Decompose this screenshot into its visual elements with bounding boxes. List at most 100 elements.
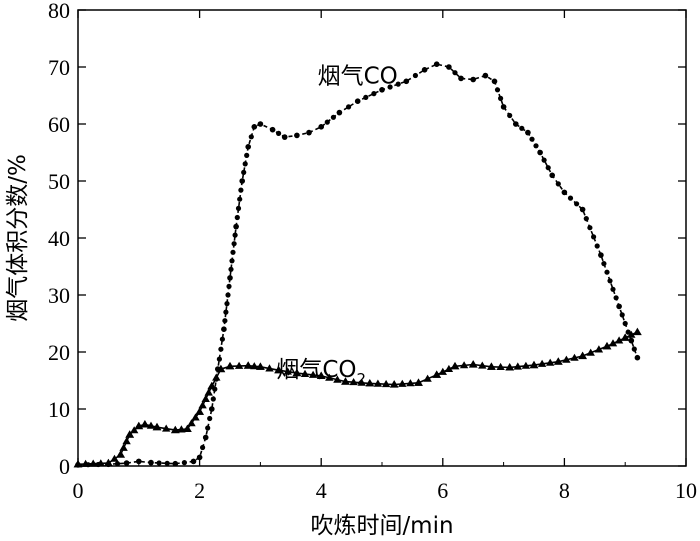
x-axis-title: 吹炼时间/min bbox=[310, 513, 453, 539]
co-marker bbox=[533, 143, 539, 149]
co2-marker bbox=[191, 413, 200, 421]
data-point bbox=[196, 454, 203, 461]
data-point bbox=[354, 98, 361, 104]
co-marker bbox=[181, 460, 187, 466]
co2-marker bbox=[594, 345, 604, 353]
co-marker bbox=[234, 214, 240, 221]
labels-layer: 0 2 4 6 8 10 0 10 20 30 40 50 60 70 80 吹炼时间/min 烟气体积分数/%… bbox=[5, 0, 697, 539]
data-point bbox=[195, 407, 204, 415]
co2-marker bbox=[333, 375, 342, 383]
co-marker bbox=[229, 258, 235, 264]
co-marker bbox=[625, 329, 631, 335]
data-point bbox=[616, 303, 622, 310]
x-tick-label: 2 bbox=[194, 478, 205, 503]
co2-marker bbox=[349, 378, 358, 386]
co-marker bbox=[607, 278, 613, 284]
co-marker bbox=[363, 94, 369, 100]
axes bbox=[77, 9, 687, 467]
data-point bbox=[239, 178, 245, 184]
data-point bbox=[433, 61, 440, 67]
co2-marker bbox=[398, 379, 407, 387]
data-point bbox=[172, 460, 179, 467]
data-point bbox=[216, 364, 226, 373]
data-point bbox=[341, 377, 350, 385]
co-marker bbox=[222, 318, 228, 324]
co-marker bbox=[619, 312, 625, 318]
co-marker bbox=[631, 346, 637, 352]
co-marker bbox=[276, 130, 282, 136]
data-point bbox=[470, 76, 477, 83]
data-point bbox=[209, 406, 215, 412]
data-point bbox=[207, 381, 217, 390]
co2-marker bbox=[438, 367, 447, 375]
co2-marker bbox=[81, 459, 90, 467]
data-point bbox=[403, 78, 410, 85]
co-marker bbox=[601, 261, 607, 267]
data-point bbox=[537, 149, 543, 156]
data-point bbox=[292, 368, 302, 377]
data-point bbox=[274, 365, 283, 374]
data-point bbox=[487, 362, 496, 370]
series-layer bbox=[73, 61, 642, 468]
co-marker bbox=[225, 292, 231, 298]
co2-marker bbox=[89, 459, 98, 467]
y-axis-title: 烟气体积分数/% bbox=[5, 154, 31, 322]
data-point bbox=[233, 223, 239, 230]
data-point bbox=[123, 460, 130, 466]
data-point bbox=[578, 351, 587, 360]
y-tick-label: 50 bbox=[48, 169, 70, 194]
data-point bbox=[482, 72, 489, 79]
co-marker bbox=[412, 72, 418, 79]
co2-marker bbox=[546, 358, 555, 366]
co-marker bbox=[248, 134, 254, 140]
data-point bbox=[505, 363, 515, 371]
data-point bbox=[148, 459, 154, 466]
co-marker bbox=[371, 91, 377, 97]
annotation-co: 烟气CO bbox=[318, 64, 398, 90]
data-point bbox=[269, 126, 276, 133]
data-point bbox=[432, 370, 442, 378]
annotation-text: 烟气CO bbox=[276, 357, 356, 383]
co2-marker bbox=[537, 359, 547, 367]
co2-marker bbox=[198, 401, 207, 409]
data-point bbox=[491, 78, 498, 85]
co-marker bbox=[494, 87, 501, 93]
data-point bbox=[598, 252, 604, 258]
x-tick-label: 8 bbox=[559, 478, 570, 503]
co2-marker bbox=[627, 330, 636, 338]
co2-marker bbox=[357, 378, 366, 386]
data-point bbox=[306, 129, 312, 136]
co2-marker bbox=[122, 437, 131, 445]
co-marker bbox=[567, 195, 574, 201]
data-point bbox=[152, 422, 162, 431]
annotation-co2: 烟气CO2 bbox=[276, 357, 366, 388]
co2-marker bbox=[423, 374, 432, 382]
data-point bbox=[468, 360, 478, 368]
series-1 bbox=[73, 327, 642, 468]
co2-marker bbox=[562, 355, 571, 363]
series-0 bbox=[75, 61, 641, 468]
data-point bbox=[318, 124, 325, 130]
data-point bbox=[190, 458, 197, 465]
co2-marker bbox=[608, 339, 618, 347]
co2-marker bbox=[614, 336, 624, 344]
data-point bbox=[116, 450, 125, 458]
co-marker bbox=[235, 205, 242, 211]
data-point bbox=[579, 206, 586, 213]
data-point bbox=[183, 424, 192, 432]
data-point bbox=[140, 420, 150, 428]
co-marker bbox=[591, 234, 597, 240]
co-marker bbox=[324, 119, 330, 125]
data-point bbox=[316, 371, 326, 379]
co-marker bbox=[232, 232, 238, 238]
co-marker bbox=[452, 70, 458, 76]
data-point bbox=[628, 337, 635, 344]
co-marker bbox=[205, 425, 211, 431]
data-point bbox=[243, 361, 253, 369]
data-point bbox=[414, 378, 423, 386]
series-line bbox=[77, 63, 639, 466]
co-marker bbox=[610, 286, 616, 292]
co-marker bbox=[545, 165, 551, 171]
co2-marker bbox=[283, 367, 292, 375]
co2-marker bbox=[570, 353, 579, 361]
